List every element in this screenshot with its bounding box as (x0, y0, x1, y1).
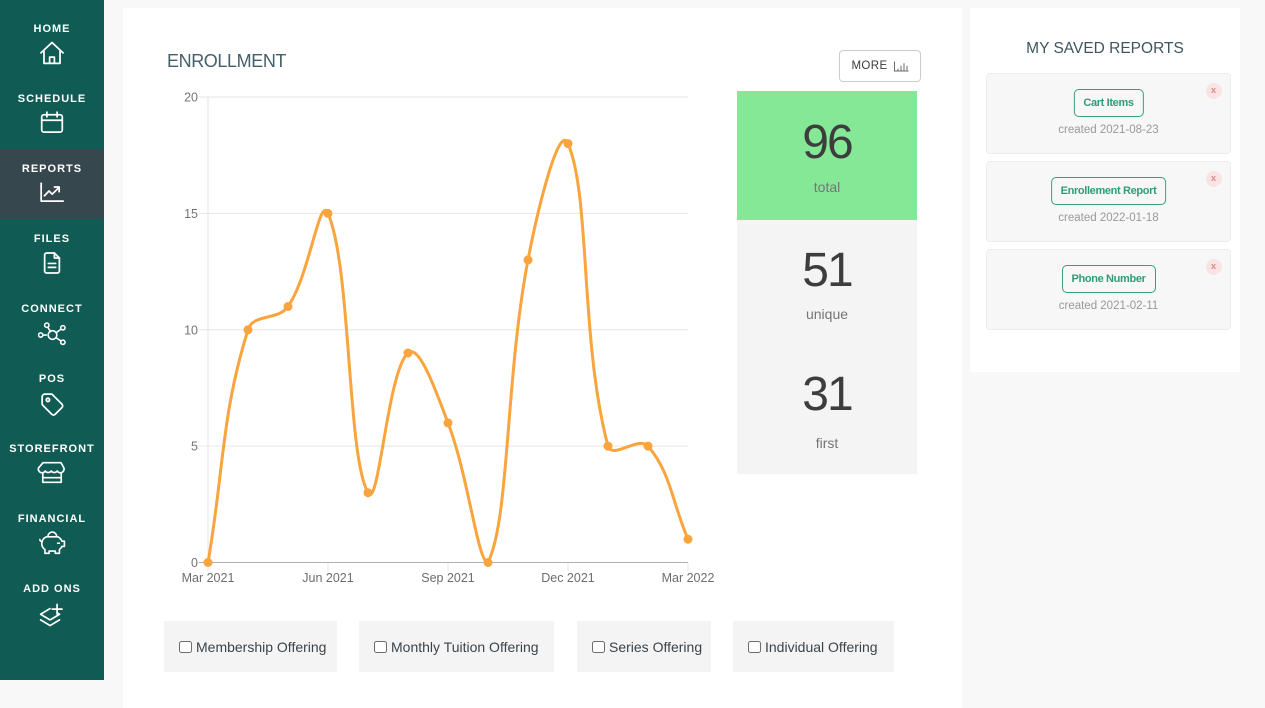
svg-text:0: 0 (191, 556, 198, 570)
svg-text:Dec 2021: Dec 2021 (541, 571, 595, 585)
svg-text:Mar 2022: Mar 2022 (662, 571, 715, 585)
svg-text:Jun 2021: Jun 2021 (302, 571, 353, 585)
svg-text:5: 5 (191, 440, 198, 454)
svg-text:10: 10 (184, 323, 198, 337)
svg-text:20: 20 (184, 91, 198, 105)
svg-text:Mar 2021: Mar 2021 (182, 571, 235, 585)
svg-text:Sep 2021: Sep 2021 (421, 571, 475, 585)
svg-text:15: 15 (184, 207, 198, 221)
